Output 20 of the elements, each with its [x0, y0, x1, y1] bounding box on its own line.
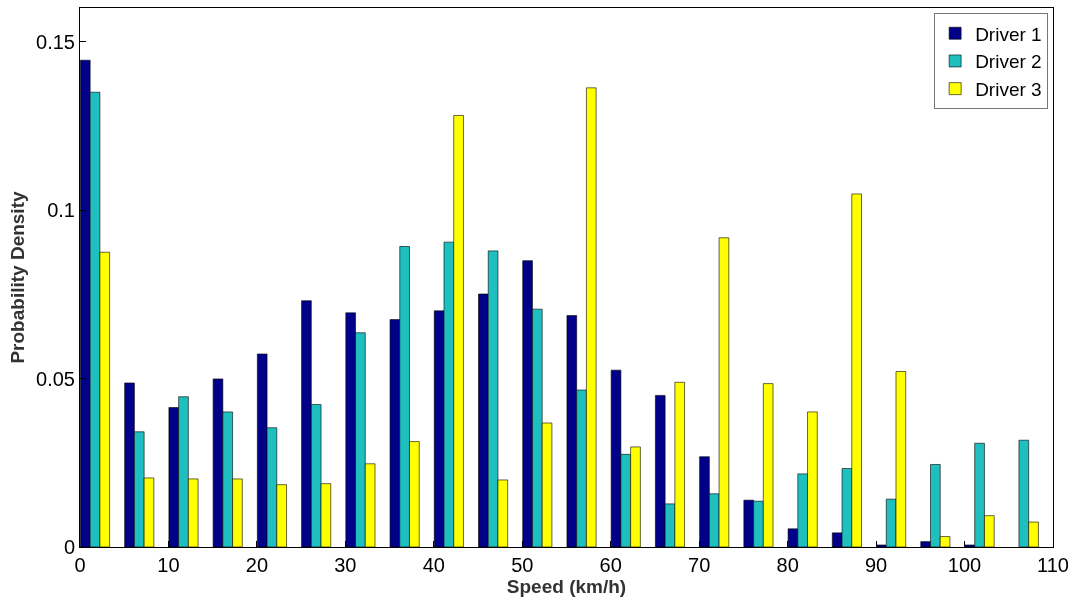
x-axis-title: Speed (km/h)	[506, 576, 627, 597]
y-axis-title: Probability Density	[6, 191, 28, 364]
x-tick-label: 70	[688, 554, 711, 576]
x-tick-label: 80	[776, 554, 799, 576]
x-tick-label: 60	[599, 554, 622, 576]
legend-label: Driver 1	[975, 23, 1042, 45]
x-tick-label: 50	[511, 554, 534, 576]
x-tick-label: 20	[245, 554, 269, 576]
x-tick-label: 110	[1037, 554, 1069, 576]
legend-label: Driver 2	[975, 51, 1042, 73]
x-tick-label: 100	[947, 554, 982, 576]
x-tick-label: 90	[864, 554, 888, 576]
y-tick-label: 0	[63, 536, 75, 558]
y-tick-label: 0.15	[36, 30, 75, 53]
y-tick-label: 0.05	[36, 367, 75, 390]
x-tick-label: 10	[157, 554, 180, 576]
y-tick-label: 0.1	[47, 199, 75, 222]
x-tick-label: 40	[422, 554, 445, 576]
x-tick-label: 30	[334, 554, 357, 576]
legend-label: Driver 3	[975, 79, 1042, 101]
